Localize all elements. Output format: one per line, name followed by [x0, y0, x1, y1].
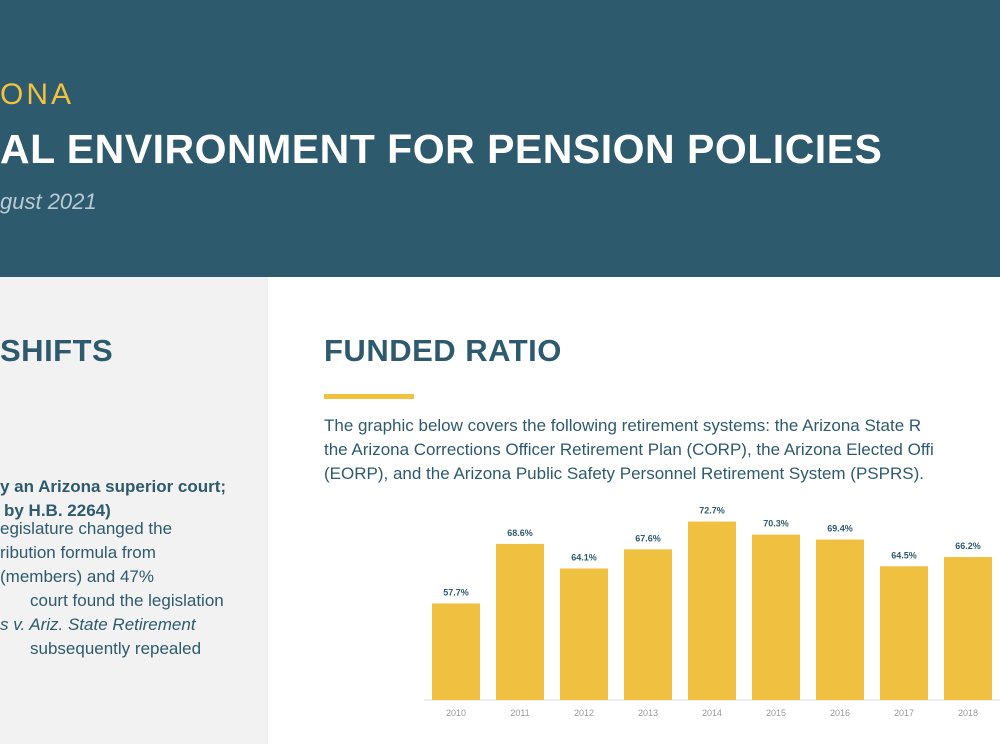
- bar: [688, 521, 736, 700]
- x-tick-label: 2013: [638, 708, 658, 718]
- text-line: egislature changed the: [0, 519, 173, 538]
- value-label: 67.6%: [635, 533, 661, 543]
- text-line: The graphic below covers the following r…: [324, 416, 922, 435]
- x-tick-label: 2011: [510, 708, 529, 718]
- x-tick-label: 2018: [958, 708, 978, 718]
- x-tick-label: 2010: [446, 708, 466, 718]
- value-label: 64.5%: [891, 550, 917, 560]
- text-line: (members) and 47%: [0, 567, 155, 586]
- x-tick-label: 2016: [830, 708, 850, 718]
- value-label: 72.7%: [699, 506, 725, 516]
- bar: [816, 539, 864, 700]
- value-label: 57.7%: [443, 587, 469, 597]
- x-tick-label: 2012: [574, 708, 594, 718]
- bar: [432, 603, 480, 700]
- rule: [324, 394, 414, 399]
- text-line: subsequently repealed: [30, 639, 202, 658]
- value-label: 69.4%: [827, 524, 853, 534]
- text-line: s v. Ariz. State Retirement: [0, 615, 196, 634]
- text-line: the Arizona Corrections Officer Retireme…: [324, 440, 934, 459]
- bar: [496, 543, 544, 700]
- chart: 57.7% 2010 68.6% 2011 64.1% 2012 67.6% 2013 72.7…: [424, 506, 1000, 718]
- value-label: 70.3%: [763, 519, 789, 529]
- text-line: court found the legislation: [30, 591, 224, 610]
- date: gust 2021: [0, 189, 97, 214]
- bar: [944, 557, 992, 700]
- bar: [880, 566, 928, 700]
- text-line: y an Arizona superior court;: [0, 477, 227, 496]
- text-line: (EORP), and the Arizona Public Safety Pe…: [324, 464, 924, 483]
- x-tick-label: 2014: [702, 708, 722, 718]
- value-label: 66.2%: [955, 541, 981, 551]
- header: ONA AL ENVIRONMENT FOR PENSION POLICIES …: [0, 0, 1000, 277]
- text-line: by H.B. 2264): [4, 501, 111, 520]
- x-tick-label: 2017: [894, 708, 914, 718]
- bar: [752, 534, 800, 700]
- bar: [624, 549, 672, 700]
- kicker: ONA: [0, 78, 75, 111]
- title: AL ENVIRONMENT FOR PENSION POLICIES: [0, 126, 883, 172]
- text-line: ribution formula from: [0, 543, 156, 562]
- left-panel: SHIFTS y an Arizona superior court; by H…: [0, 277, 268, 744]
- value-label: 64.1%: [571, 552, 597, 562]
- x-tick-label: 2015: [766, 708, 786, 718]
- value-label: 68.6%: [507, 528, 533, 538]
- bar: [560, 568, 608, 700]
- heading: SHIFTS: [0, 333, 114, 368]
- heading: FUNDED RATIO: [324, 333, 562, 368]
